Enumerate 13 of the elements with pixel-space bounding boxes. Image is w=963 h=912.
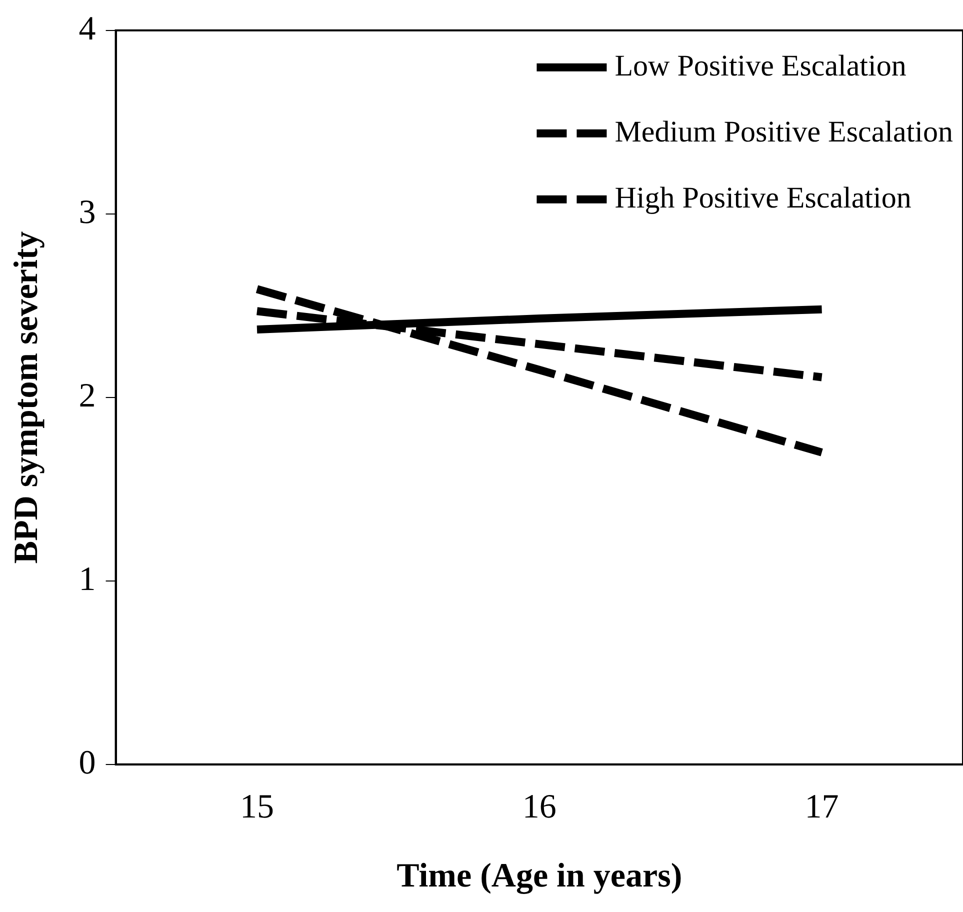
x-axis-title: Time (Age in years) bbox=[396, 857, 682, 894]
y-axis-title: BPD symptom severity bbox=[8, 231, 46, 564]
y-tick-label: 2 bbox=[78, 377, 96, 414]
x-tick-label: 17 bbox=[804, 788, 839, 826]
legend-label: High Positive Escalation bbox=[614, 181, 912, 214]
x-tick-label: 15 bbox=[240, 788, 274, 826]
x-tick-label: 16 bbox=[522, 788, 556, 826]
y-tick-label: 4 bbox=[78, 10, 96, 48]
legend-label: Low Positive Escalation bbox=[614, 49, 906, 82]
y-tick-label: 3 bbox=[78, 194, 96, 231]
y-tick-label: 1 bbox=[78, 560, 96, 598]
legend-label: Medium Positive Escalation bbox=[614, 115, 954, 148]
y-tick-label: 0 bbox=[78, 744, 96, 782]
